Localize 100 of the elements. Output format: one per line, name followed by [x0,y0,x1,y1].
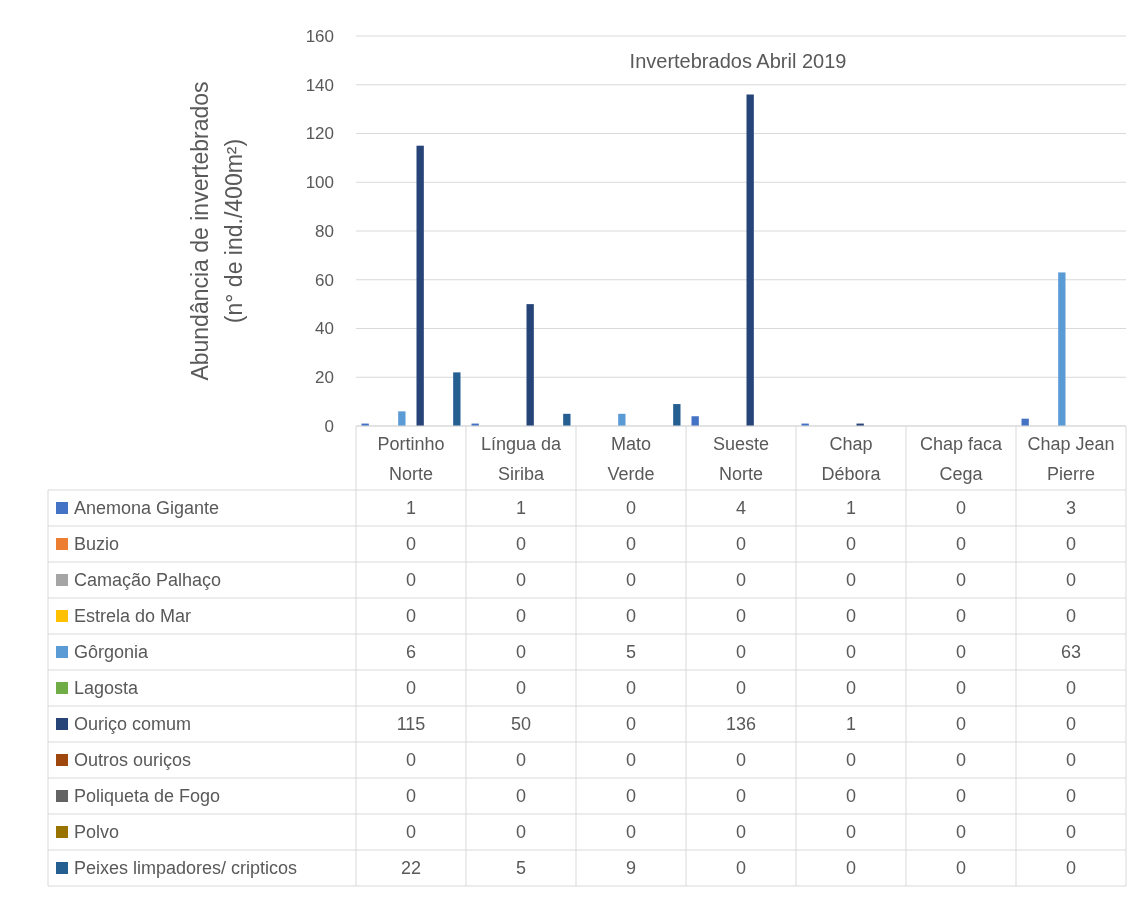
data-label: 1 [515,498,527,519]
data-label: 0 [1065,858,1077,879]
data-label: 0 [625,786,637,807]
data-label: 0 [955,714,967,735]
data-label: 0 [405,534,417,555]
data-label: 0 [955,750,967,771]
data-label: 6 [405,642,417,663]
data-label: 9 [625,858,637,879]
text: Invertebrados Abril 2019 [629,50,847,72]
data-label: 0 [625,606,637,627]
data-label: 0 [625,750,637,771]
data-label: 0 [1065,678,1077,699]
y-tick-label: 80 [315,221,334,241]
legend-label: Buzio [74,534,120,555]
legend-label: Poliqueta de Fogo [74,786,221,807]
bar [563,413,571,426]
data-label: 0 [1065,750,1077,771]
data-label: 0 [845,822,857,843]
legend-label: Estrela do Mar [74,606,192,627]
data-label: 0 [625,678,637,699]
data-label: 0 [625,534,637,555]
data-label: 0 [845,858,857,879]
data-label: 0 [955,642,967,663]
y-tick-label: 60 [315,270,334,290]
data-label: 0 [625,822,637,843]
data-label: 0 [515,606,527,627]
bar [673,404,681,426]
data-label: 0 [735,534,747,555]
data-label: 0 [955,678,967,699]
data-label: 22 [400,858,422,879]
legend-label: Gôrgonia [74,642,150,663]
data-label: 0 [735,606,747,627]
data-label: 0 [1065,534,1077,555]
legend-label: Ouriço comum [74,714,192,735]
data-label: 0 [955,570,967,591]
data-label: 0 [845,606,857,627]
data-label: 50 [510,714,532,735]
x-tick-label: Língua da Siriba [480,434,563,484]
data-label: 0 [845,786,857,807]
y-tick-label: 120 [305,124,334,144]
data-label: 0 [625,714,637,735]
data-label: 0 [735,570,747,591]
data-label: 0 [955,786,967,807]
y-tick-label: 140 [305,75,334,95]
data-label: 0 [515,642,527,663]
data-label: 0 [515,678,527,699]
legend-label: Outros ouriços [74,750,192,771]
data-label: 0 [845,570,857,591]
data-label: 0 [405,606,417,627]
legend-label: Camação Palhaço [74,570,222,591]
data-label: 0 [1065,786,1077,807]
data-label: 0 [405,678,417,699]
legend-label: Peixes limpadores/ cripticos [74,858,298,879]
data-label: 0 [405,822,417,843]
data-label: 115 [396,714,426,735]
data-label: 0 [625,570,637,591]
data-label: 0 [515,570,527,591]
legend-label: Polvo [74,822,120,843]
data-label: 0 [845,750,857,771]
data-label: 0 [1065,714,1077,735]
data-label: 0 [735,822,747,843]
data-label: 0 [1065,822,1077,843]
y-tick-label: 100 [305,173,334,193]
data-label: 0 [955,498,967,519]
data-label: 0 [515,822,527,843]
bar [416,145,424,426]
data-label: 0 [1065,606,1077,627]
data-label: 0 [955,534,967,555]
data-label: 0 [405,750,417,771]
data-label: 0 [845,678,857,699]
data-label: 0 [735,678,747,699]
x-tick-label: Chap Jean Pierre [1027,434,1115,484]
y-tick-label: 20 [315,368,334,388]
data-label: 0 [845,642,857,663]
bar [746,94,754,426]
data-label: 0 [515,534,527,555]
data-label: 0 [735,750,747,771]
data-label: 5 [625,642,637,663]
data-label: 4 [735,498,747,519]
data-label: 0 [405,570,417,591]
data-label: 1 [845,714,857,735]
data-label: 63 [1060,642,1082,663]
x-tick-label: Mato Verde [607,434,655,484]
data-label: 0 [405,786,417,807]
y-tick-label: 160 [305,26,334,46]
data-label: 0 [735,786,747,807]
data-label: 0 [955,858,967,879]
x-tick-label: Chap Débora [821,434,882,484]
bar [618,413,626,426]
data-label: 0 [1065,570,1077,591]
x-tick-label: Portinho Norte [377,434,445,484]
x-tick-label: Sueste Norte [712,434,770,484]
data-label: 0 [515,786,527,807]
data-label: 0 [625,498,637,519]
data-label: 0 [845,534,857,555]
y-tick-label: 0 [324,416,334,436]
data-label: 1 [405,498,417,519]
data-label: 3 [1065,498,1077,519]
data-label: 1 [845,498,857,519]
data-label: 0 [735,642,747,663]
